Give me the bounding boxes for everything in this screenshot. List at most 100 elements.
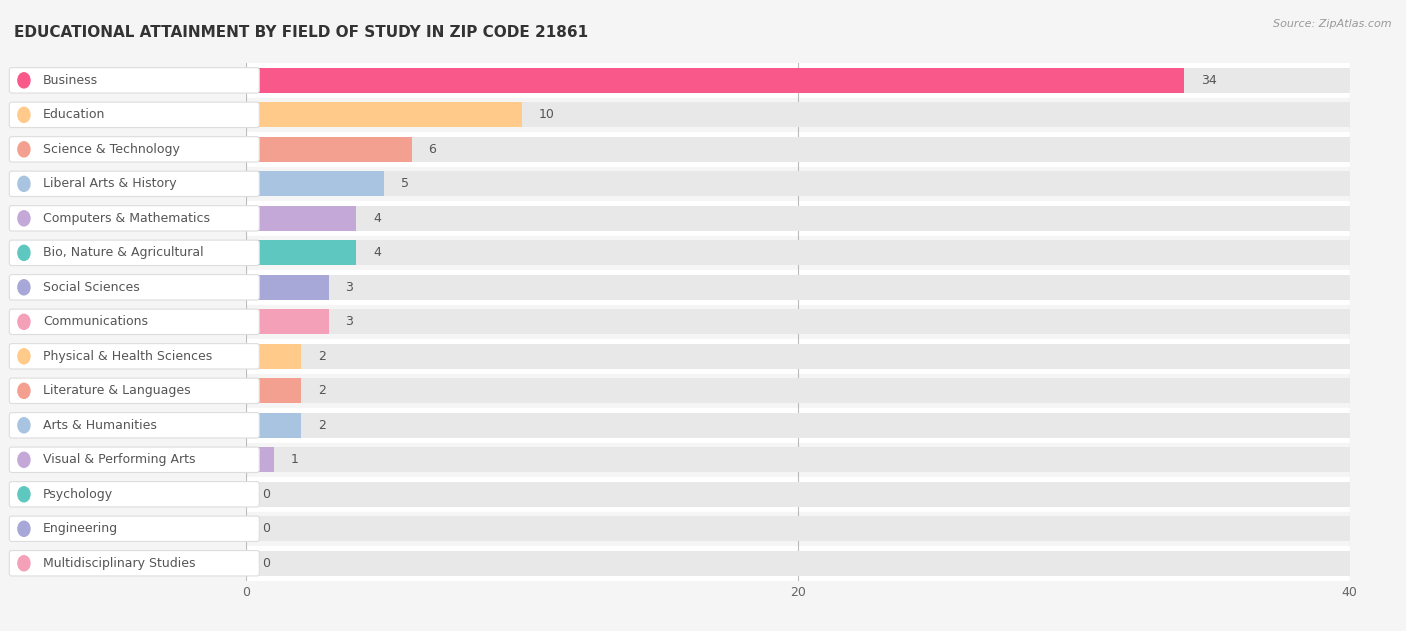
Text: 4: 4 — [373, 212, 381, 225]
Text: 0: 0 — [263, 557, 270, 570]
Bar — [246, 102, 522, 127]
Bar — [246, 137, 1350, 162]
Bar — [246, 240, 1350, 265]
Bar — [246, 63, 1350, 98]
Text: 2: 2 — [318, 419, 326, 432]
Bar — [246, 477, 1350, 512]
Bar — [246, 309, 329, 334]
Text: 1: 1 — [290, 453, 298, 466]
Circle shape — [18, 107, 30, 122]
Text: Computers & Mathematics: Computers & Mathematics — [44, 212, 211, 225]
Text: 3: 3 — [346, 316, 353, 328]
FancyBboxPatch shape — [10, 344, 259, 369]
Bar — [246, 512, 1350, 546]
Bar — [246, 240, 357, 265]
Bar — [246, 408, 1350, 442]
Bar — [246, 482, 1350, 507]
Text: Education: Education — [44, 109, 105, 121]
Bar — [246, 201, 1350, 235]
FancyBboxPatch shape — [10, 378, 259, 403]
FancyBboxPatch shape — [10, 206, 259, 231]
Circle shape — [18, 383, 30, 398]
Circle shape — [18, 280, 30, 295]
Bar — [246, 339, 1350, 374]
Bar — [246, 206, 357, 231]
Bar — [246, 551, 1350, 575]
Text: Bio, Nature & Agricultural: Bio, Nature & Agricultural — [44, 246, 204, 259]
Bar — [246, 132, 1350, 167]
Text: Arts & Humanities: Arts & Humanities — [44, 419, 157, 432]
Text: 34: 34 — [1201, 74, 1216, 87]
Bar — [246, 270, 1350, 305]
FancyBboxPatch shape — [10, 240, 259, 266]
Text: 3: 3 — [346, 281, 353, 294]
Bar — [246, 98, 1350, 132]
Bar — [246, 546, 1350, 581]
Bar — [246, 379, 1350, 403]
Bar — [246, 413, 301, 438]
Text: Business: Business — [44, 74, 98, 87]
FancyBboxPatch shape — [10, 516, 259, 541]
Circle shape — [18, 487, 30, 502]
Text: Visual & Performing Arts: Visual & Performing Arts — [44, 453, 195, 466]
Bar — [246, 167, 1350, 201]
Text: Physical & Health Sciences: Physical & Health Sciences — [44, 350, 212, 363]
Bar — [246, 516, 1350, 541]
Bar — [246, 68, 1184, 93]
FancyBboxPatch shape — [10, 413, 259, 438]
Circle shape — [18, 176, 30, 191]
Text: 10: 10 — [538, 109, 554, 121]
Circle shape — [18, 211, 30, 226]
Bar — [246, 206, 1350, 231]
Text: Communications: Communications — [44, 316, 148, 328]
Text: 0: 0 — [263, 488, 270, 501]
FancyBboxPatch shape — [10, 447, 259, 473]
Bar — [246, 275, 1350, 300]
Text: Source: ZipAtlas.com: Source: ZipAtlas.com — [1274, 19, 1392, 29]
Bar — [246, 344, 301, 369]
Circle shape — [18, 349, 30, 364]
Bar — [246, 374, 1350, 408]
Text: 2: 2 — [318, 384, 326, 398]
Text: 6: 6 — [429, 143, 436, 156]
Bar — [246, 379, 301, 403]
Circle shape — [18, 418, 30, 433]
Text: 5: 5 — [401, 177, 409, 191]
Bar — [246, 344, 1350, 369]
Bar — [246, 305, 1350, 339]
Bar — [246, 413, 1350, 438]
Text: 2: 2 — [318, 350, 326, 363]
Bar — [246, 172, 1350, 196]
Circle shape — [18, 314, 30, 329]
FancyBboxPatch shape — [10, 102, 259, 127]
FancyBboxPatch shape — [10, 309, 259, 334]
Circle shape — [18, 452, 30, 468]
FancyBboxPatch shape — [10, 137, 259, 162]
Text: Social Sciences: Social Sciences — [44, 281, 141, 294]
Text: Engineering: Engineering — [44, 522, 118, 535]
Text: 0: 0 — [263, 522, 270, 535]
FancyBboxPatch shape — [10, 551, 259, 576]
Text: EDUCATIONAL ATTAINMENT BY FIELD OF STUDY IN ZIP CODE 21861: EDUCATIONAL ATTAINMENT BY FIELD OF STUDY… — [14, 25, 588, 40]
Bar — [246, 137, 412, 162]
Circle shape — [18, 245, 30, 261]
Text: Literature & Languages: Literature & Languages — [44, 384, 191, 398]
FancyBboxPatch shape — [10, 68, 259, 93]
Text: Psychology: Psychology — [44, 488, 114, 501]
Bar — [246, 102, 1350, 127]
Text: Science & Technology: Science & Technology — [44, 143, 180, 156]
Text: Liberal Arts & History: Liberal Arts & History — [44, 177, 177, 191]
Bar — [246, 309, 1350, 334]
Bar — [246, 447, 274, 472]
Text: 4: 4 — [373, 246, 381, 259]
Bar — [246, 275, 329, 300]
Bar — [246, 447, 1350, 472]
Bar — [246, 235, 1350, 270]
Text: Multidisciplinary Studies: Multidisciplinary Studies — [44, 557, 195, 570]
Circle shape — [18, 521, 30, 536]
FancyBboxPatch shape — [10, 481, 259, 507]
FancyBboxPatch shape — [10, 171, 259, 196]
Bar — [246, 442, 1350, 477]
FancyBboxPatch shape — [10, 274, 259, 300]
Bar — [246, 68, 1350, 93]
